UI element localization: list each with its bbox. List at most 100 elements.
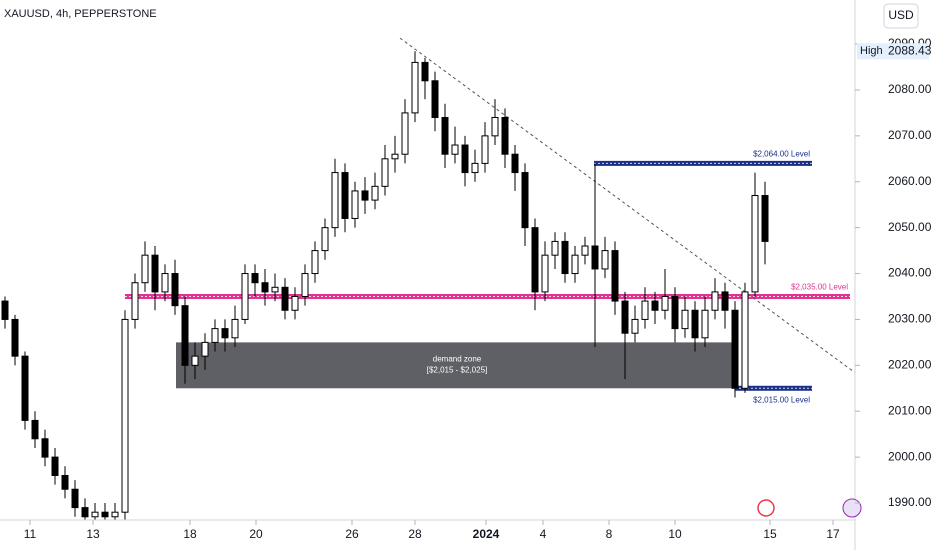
level-label: $2,064.00 Level xyxy=(753,149,810,158)
candle-body xyxy=(741,291,749,389)
zone-label: demand zone xyxy=(433,354,482,363)
candle-body xyxy=(31,419,39,440)
candle-body xyxy=(631,318,639,334)
candle-body xyxy=(421,61,429,82)
candle-body xyxy=(561,240,569,275)
level-band xyxy=(735,385,812,391)
candle-body xyxy=(331,172,339,229)
trendline xyxy=(399,37,855,374)
candle-body xyxy=(431,80,439,118)
candle-body xyxy=(21,355,29,421)
icon[interactable] xyxy=(757,499,775,517)
candle-body xyxy=(181,305,189,366)
x-tick-label: 13 xyxy=(86,527,100,541)
y-tick-label: 2020.00 xyxy=(888,358,932,372)
x-tick-label: 18 xyxy=(183,527,197,541)
candle-body xyxy=(231,318,239,339)
candle-body xyxy=(361,190,369,201)
candle-body xyxy=(601,250,609,270)
y-tick-label: 2030.00 xyxy=(888,312,932,326)
candle-body xyxy=(151,254,159,293)
plot-area xyxy=(1,37,855,520)
candle-body xyxy=(141,254,149,284)
x-tick-label: 26 xyxy=(345,527,359,541)
icon[interactable] xyxy=(842,498,862,518)
candle-body xyxy=(121,318,129,513)
candle-body xyxy=(91,511,99,518)
high-label: High xyxy=(860,45,883,57)
candle-body xyxy=(651,300,659,311)
candle-body xyxy=(701,309,709,339)
candle-body xyxy=(751,195,759,293)
candle-body xyxy=(611,250,619,302)
candle-body xyxy=(321,227,329,252)
candle-body xyxy=(391,153,399,160)
currency: USD xyxy=(888,8,914,22)
candle-body xyxy=(101,511,109,518)
x-tick-label: 2024 xyxy=(473,527,500,541)
y-tick-label: 2040.00 xyxy=(888,266,932,280)
candle-body xyxy=(61,474,69,490)
level-band xyxy=(125,293,850,299)
candle-body xyxy=(291,295,299,311)
candle-body xyxy=(521,172,529,229)
candle-body xyxy=(481,135,489,164)
currency-box[interactable] xyxy=(883,3,919,29)
candle-body xyxy=(1,300,9,320)
candle-body xyxy=(451,144,459,155)
candle-body xyxy=(491,116,499,137)
candle-body xyxy=(531,227,539,293)
candle-body xyxy=(471,162,479,174)
candle-body xyxy=(591,245,599,270)
high-value: 2088.43 xyxy=(888,43,932,57)
candle-body xyxy=(271,286,279,293)
candle-body xyxy=(241,273,249,320)
candle-body xyxy=(301,273,309,297)
y-tick-label: 2010.00 xyxy=(888,403,932,417)
candle-body xyxy=(731,309,739,389)
candle-body xyxy=(571,254,579,275)
candle-body xyxy=(251,273,259,284)
candle-body xyxy=(221,328,229,339)
candle-body xyxy=(11,318,19,357)
y-tick-label: 2080.00 xyxy=(888,82,932,96)
candle-body xyxy=(711,291,719,311)
x-tick-label: 4 xyxy=(540,527,547,541)
candle-body xyxy=(171,273,179,307)
candle-body xyxy=(281,286,289,311)
candle-body xyxy=(551,240,559,256)
candle-body xyxy=(641,300,649,320)
x-tick-label: 20 xyxy=(249,527,263,541)
candle-body xyxy=(111,511,119,518)
candle-body xyxy=(41,438,49,458)
candle-body xyxy=(161,273,169,293)
y-tick-label: 1990.00 xyxy=(888,495,932,509)
candle-body xyxy=(71,488,79,509)
candle-body xyxy=(721,291,729,311)
candle-body xyxy=(401,112,409,155)
candle-body xyxy=(581,245,589,256)
candle-body xyxy=(131,282,139,320)
y-tick-label: 2000.00 xyxy=(888,449,932,463)
candle-body xyxy=(311,250,319,275)
candle-body xyxy=(661,295,669,311)
candle-body xyxy=(371,185,379,201)
candle-body xyxy=(541,254,549,293)
demand-zone xyxy=(176,342,738,389)
level-label: $2,035.00 Level xyxy=(791,283,848,292)
candle-body xyxy=(511,153,519,174)
candle-body xyxy=(761,195,769,242)
x-tick-label: 28 xyxy=(408,527,422,541)
candle-body xyxy=(191,355,199,366)
candle-body xyxy=(501,116,509,155)
candle-body xyxy=(211,328,219,343)
candle-body xyxy=(201,341,209,357)
candle-body xyxy=(381,158,389,187)
candle-body xyxy=(261,282,269,293)
candle-body xyxy=(81,507,89,518)
candle-body xyxy=(341,172,349,219)
candle-body xyxy=(351,190,359,219)
